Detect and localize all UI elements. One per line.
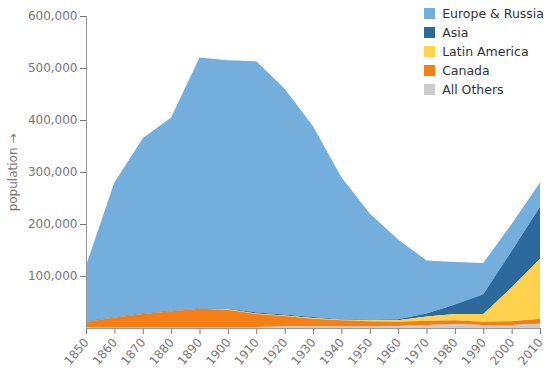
svg-text:1960: 1960 (374, 335, 404, 367)
svg-text:1980: 1980 (430, 335, 460, 367)
svg-text:1860: 1860 (90, 335, 120, 367)
svg-text:1950: 1950 (345, 335, 375, 367)
svg-text:2000: 2000 (487, 335, 517, 367)
svg-text:1880: 1880 (147, 335, 177, 367)
svg-text:1920: 1920 (260, 335, 290, 367)
svg-text:200,000: 200,000 (28, 217, 78, 231)
svg-text:1850: 1850 (61, 335, 91, 367)
svg-text:300,000: 300,000 (28, 165, 78, 179)
html-text:Asia: Asia (442, 25, 469, 40)
svg-text:population →: population → (6, 134, 20, 212)
svg-text:100,000: 100,000 (28, 269, 78, 283)
html-text:Latin America: Latin America (442, 44, 529, 59)
svg-text:1900: 1900 (203, 335, 233, 367)
svg-text:1910: 1910 (232, 335, 262, 367)
svg-text:1970: 1970 (402, 335, 432, 367)
svg-text:1990: 1990 (459, 335, 489, 367)
svg-text:1930: 1930 (288, 335, 318, 367)
svg-text:400,000: 400,000 (28, 113, 78, 127)
svg-text:600,000: 600,000 (28, 9, 78, 23)
svg-text:1870: 1870 (118, 335, 148, 367)
svg-text:2010: 2010 (515, 335, 545, 367)
html-text:Canada: Canada (442, 63, 490, 78)
svg-text:1940: 1940 (317, 335, 347, 367)
svg-text:500,000: 500,000 (28, 61, 78, 75)
html-text:Europe & Russia: Europe & Russia (442, 6, 544, 21)
html-text:All Others: All Others (442, 82, 504, 97)
svg-text:1890: 1890 (175, 335, 205, 367)
